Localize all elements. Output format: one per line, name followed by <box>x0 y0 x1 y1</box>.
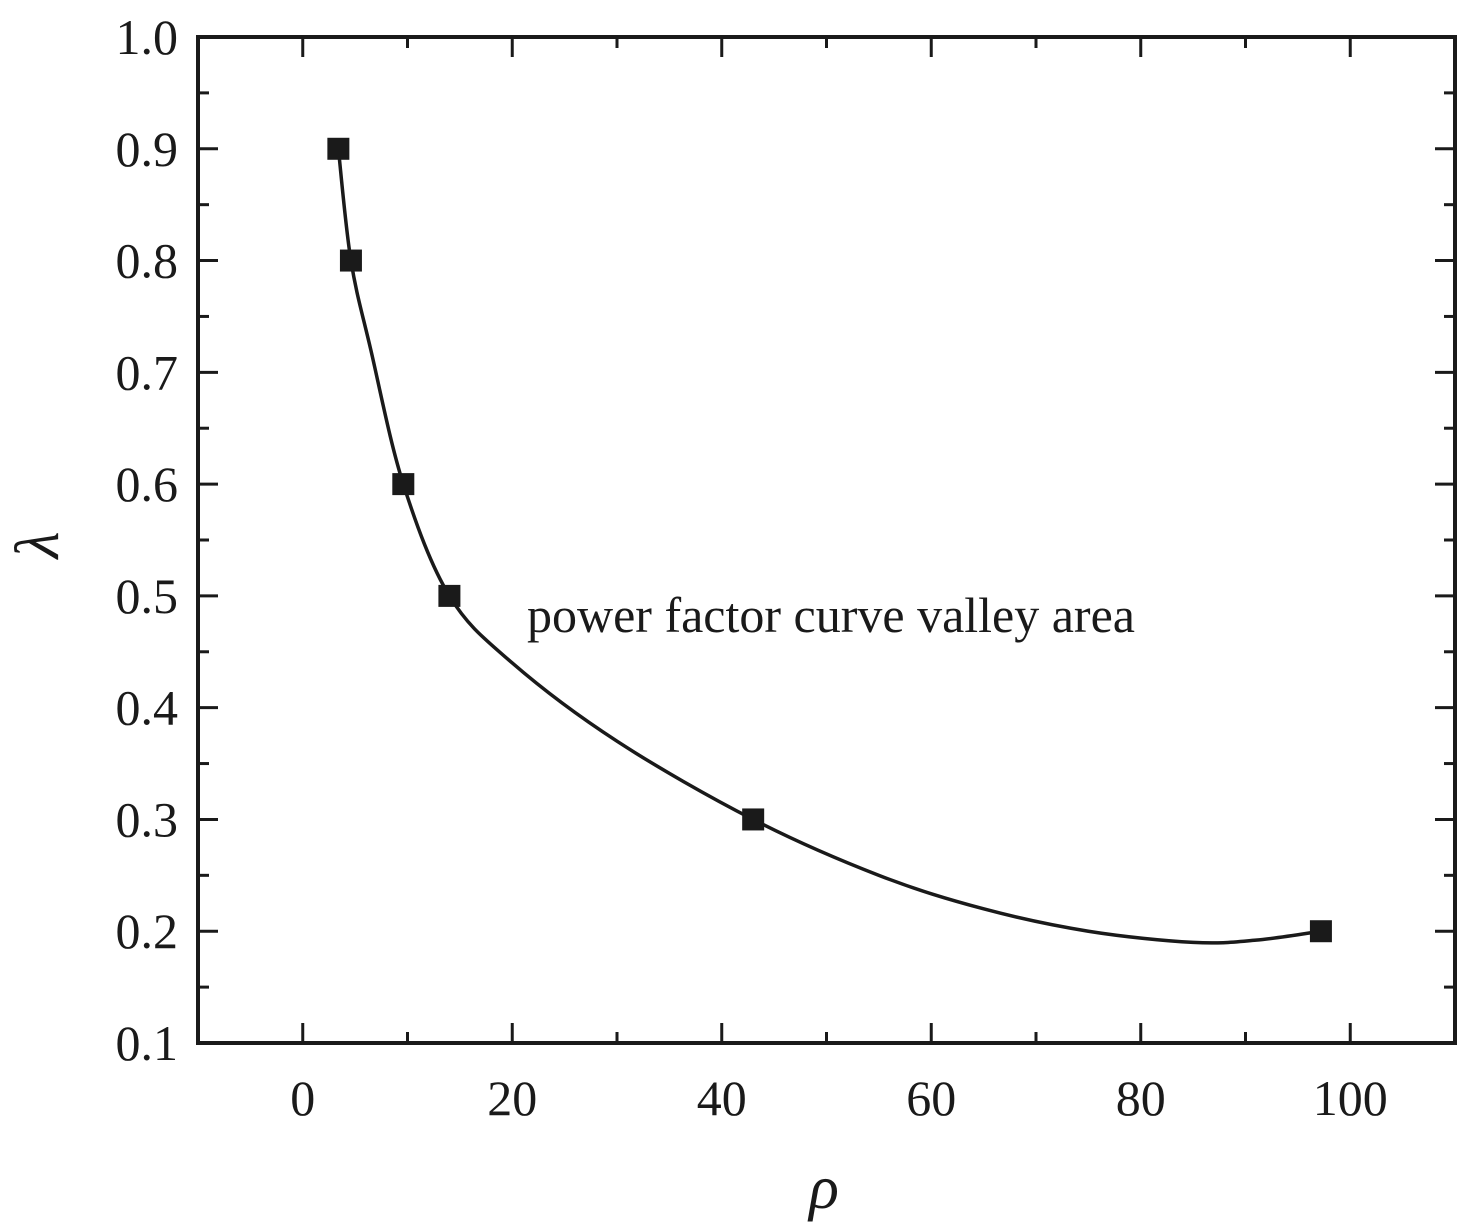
y-tick-label: 0.1 <box>116 1015 179 1071</box>
y-tick-label: 0.5 <box>116 568 179 624</box>
annotation-valley-area: power factor curve valley area <box>527 587 1135 643</box>
y-axis-title: λ <box>4 532 72 561</box>
y-tick-label: 0.3 <box>116 791 179 847</box>
axis-ticks <box>198 35 1455 1045</box>
y-tick-label: 0.9 <box>116 121 179 177</box>
data-point-marker <box>438 584 461 607</box>
y-tick-label: 0.6 <box>116 456 179 512</box>
data-point-marker <box>327 137 350 160</box>
x-tick-label: 100 <box>1313 1070 1388 1126</box>
y-tick-label: 0.8 <box>116 233 179 289</box>
x-tick-label: 80 <box>1116 1070 1166 1126</box>
x-tick-label: 40 <box>697 1070 747 1126</box>
series-line <box>336 148 1322 945</box>
x-tick-label: 20 <box>487 1070 537 1126</box>
data-point-marker <box>1309 920 1332 943</box>
y-tick-label: 0.4 <box>116 680 179 736</box>
x-tick-label: 0 <box>290 1070 315 1126</box>
data-point-marker <box>742 808 765 831</box>
data-point-marker <box>392 473 415 496</box>
y-tick-label: 0.2 <box>116 903 179 959</box>
plot-area <box>196 35 1457 1045</box>
data-point-marker <box>339 249 362 272</box>
tick-labels: 0 20 40 60 80 100 0.1 0.2 0.3 0.4 0.5 0.6 0.7 0.8 0.9 1… <box>116 9 1388 1126</box>
y-tick-label: 0.7 <box>116 344 179 400</box>
x-tick-label: 60 <box>906 1070 956 1126</box>
y-tick-label: 1.0 <box>116 9 179 65</box>
x-axis-title: ρ <box>807 1154 839 1222</box>
plot-frame <box>196 35 1457 1045</box>
